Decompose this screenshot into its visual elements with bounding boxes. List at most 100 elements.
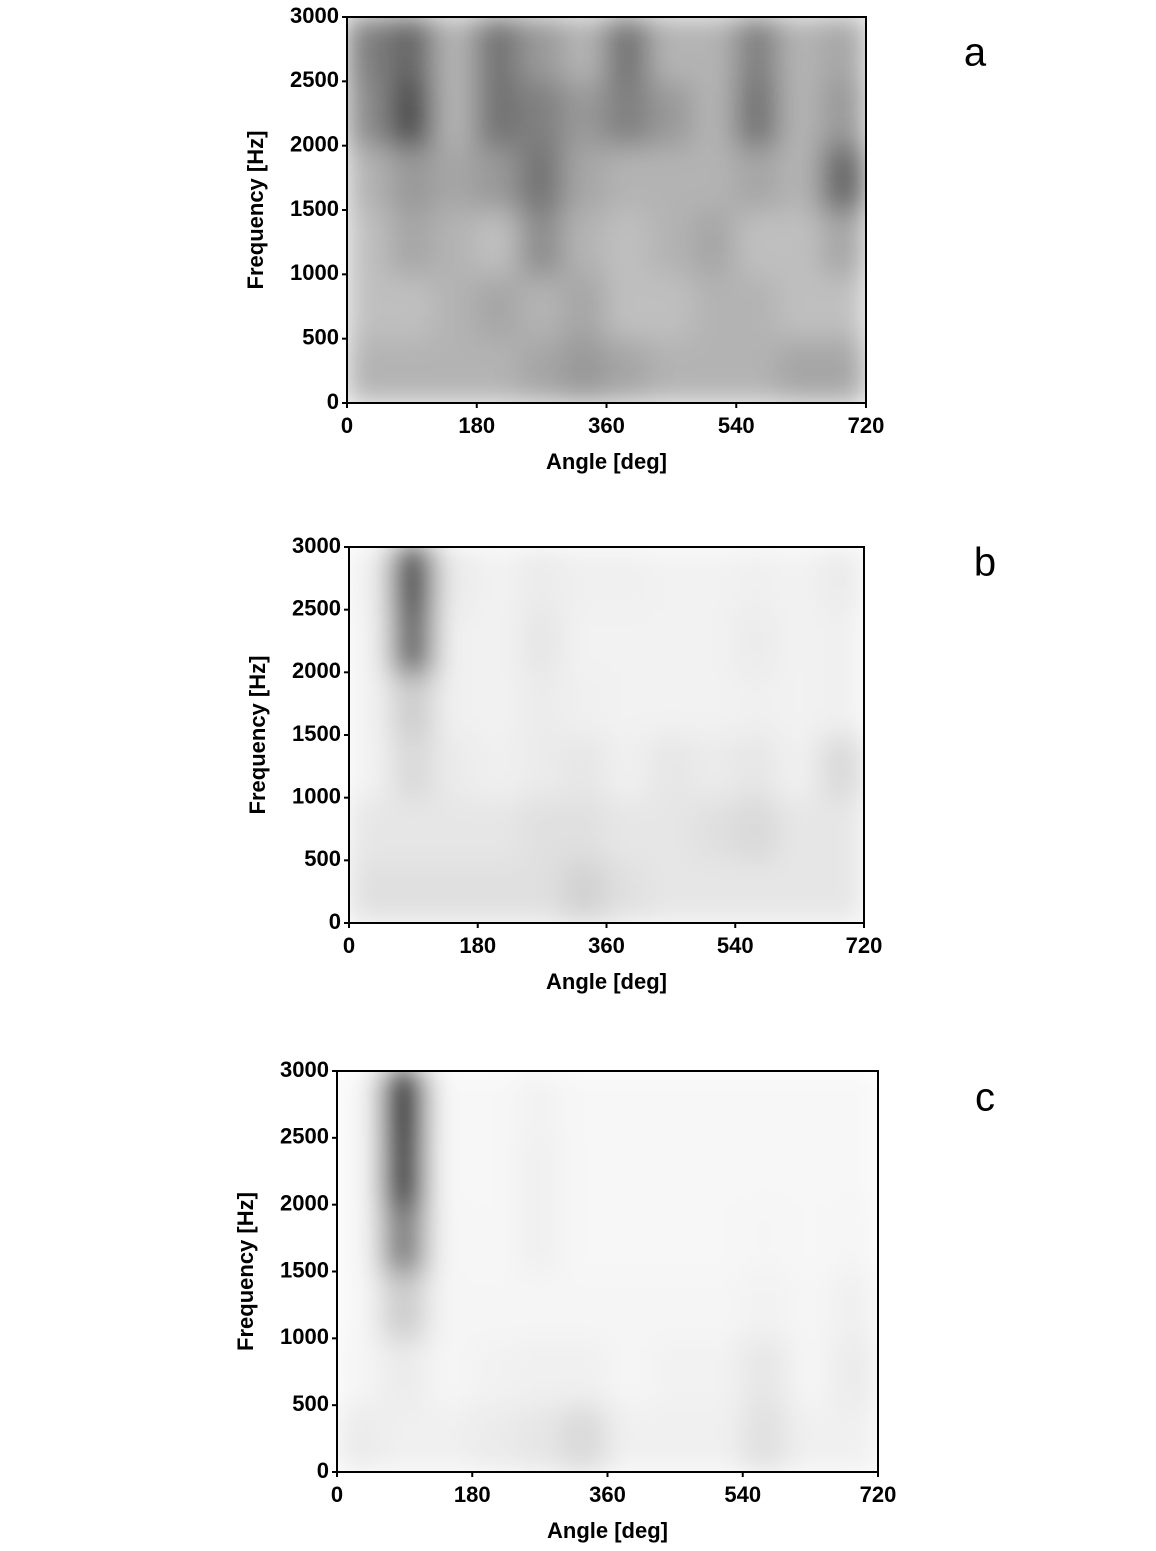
heatmap-cell [606,1404,654,1472]
heatmap-cell [821,273,866,340]
heatmap-cell [519,337,565,403]
heatmap-cell [519,273,565,340]
heatmap-cell [476,547,522,611]
heatmap-cell [648,17,694,83]
heatmap-cell [432,17,478,83]
x-axis-label: Angle [deg] [547,1518,668,1543]
heatmap-cell [562,337,608,403]
heatmap-cell [337,1270,384,1340]
heatmap-cell [519,17,565,83]
y-tick-label: 500 [304,846,341,871]
heatmap-cell [605,608,651,674]
heatmap-cell [426,1203,474,1273]
y-tick-label: 0 [329,909,341,934]
heatmap-cell [471,1136,519,1206]
heatmap-cell [651,1071,699,1139]
heatmap-cell [777,796,823,862]
heatmap-cell [648,209,694,276]
heatmap-cell [777,547,823,611]
plot-area [337,1071,878,1472]
x-tick-label: 0 [343,933,355,958]
heatmap-cell [347,144,392,211]
heatmap-cell [432,80,478,147]
y-tick-label: 2500 [280,1124,329,1149]
heatmap-cell [786,1337,834,1407]
heatmap-cell [648,144,694,211]
heatmap-cell [349,734,393,799]
heatmap-cell [648,80,694,147]
heatmap-cell [692,337,738,403]
y-tick-label: 1500 [292,721,341,746]
heatmap-cell [605,337,651,403]
heatmap-cell [562,734,608,799]
heatmap-cell [691,608,737,674]
heatmap-cell [735,209,781,276]
x-axis-label: Angle [deg] [546,969,667,994]
heatmap-cell [519,144,565,211]
heatmap-cell [390,859,436,923]
heatmap-cell [390,608,436,674]
heatmap-cell [519,859,565,923]
heatmap-cell [390,671,436,736]
heatmap-cell [389,337,435,403]
y-tick-label: 2000 [290,131,339,156]
heatmap-cell [734,608,780,674]
heatmap-cells [349,547,864,923]
heatmap-cells [337,1071,878,1472]
heatmap-cell [831,1136,878,1206]
heatmap-cell [432,144,478,211]
heatmap-cell [476,608,522,674]
heatmap-cell [651,1337,699,1407]
heatmap-cell [651,1136,699,1206]
heatmap-cell [476,734,522,799]
heatmap-cell [433,796,479,862]
heatmap-cell [562,273,608,340]
heatmap-cell [519,796,565,862]
heatmap-cell [476,859,522,923]
heatmap-cell [390,547,436,611]
heatmap-cell [349,608,393,674]
x-tick-label: 360 [588,413,625,438]
heatmap-cell [820,671,864,736]
heatmap-cell [476,796,522,862]
heatmap-cell [349,796,393,862]
heatmap-cell [696,1404,744,1472]
x-tick-label: 0 [331,1482,343,1507]
y-tick-label: 1000 [292,783,341,808]
heatmap-cell [820,859,864,923]
heatmap-cell [519,547,565,611]
heatmap-cell [606,1071,654,1139]
heatmap-cell [426,1404,474,1472]
heatmap-cell [692,80,738,147]
heatmap-cell [651,1270,699,1340]
heatmap-cell [820,796,864,862]
heatmap-cell [735,144,781,211]
panel-label: a [964,31,987,75]
heatmap-cell [821,337,866,403]
heatmap-cell [648,671,694,736]
heatmap-cell [519,734,565,799]
heatmap-cell [606,1136,654,1206]
heatmap-cell [734,671,780,736]
panel-label: c [975,1076,995,1120]
heatmap-cell [692,144,738,211]
heatmap-cell [692,273,738,340]
heatmap-cell [786,1071,834,1139]
heatmap-cell [426,1136,474,1206]
heatmap-cell [381,1203,429,1273]
heatmap-cell [432,337,478,403]
heatmap-cell [648,547,694,611]
heatmap-cell [831,1404,878,1472]
heatmap-cell [390,796,436,862]
heatmap-cell [562,608,608,674]
heatmap-cell [778,209,824,276]
heatmap-cell [433,608,479,674]
heatmap-cell [777,859,823,923]
heatmap-cell [606,1337,654,1407]
heatmap-cell [426,1071,474,1139]
heatmap-cell [389,209,435,276]
heatmap-cell [741,1337,789,1407]
heatmap-cell [820,734,864,799]
heatmap-cell [735,80,781,147]
